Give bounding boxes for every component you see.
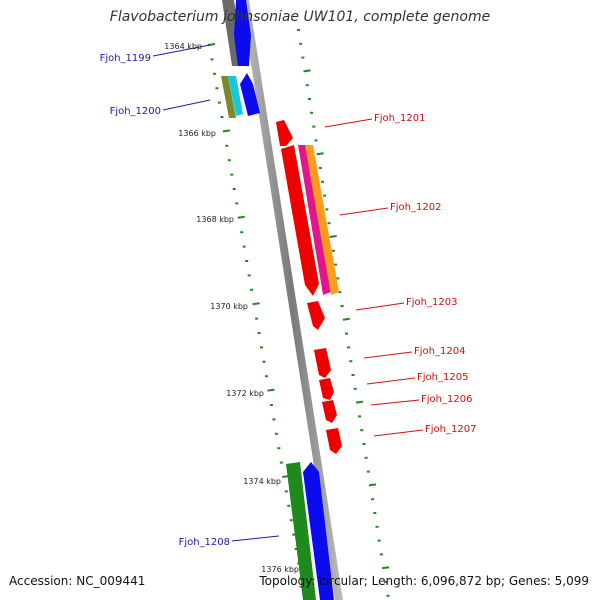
ruler-major-tick — [267, 388, 275, 392]
gene-feature-red-1206 — [322, 400, 337, 423]
gene-label[interactable]: Fjoh_1206 — [421, 394, 472, 405]
gene-leader-line — [373, 429, 424, 437]
gene-leader-line — [162, 99, 211, 111]
genome-backbone — [241, 0, 343, 600]
ruler-major-tick — [368, 483, 377, 487]
gene-label[interactable]: Fjoh_1201 — [374, 113, 425, 124]
ruler-major-tick — [355, 400, 364, 404]
gene-leader-line — [363, 351, 413, 359]
accession-label: Accession: NC_009441 — [9, 574, 146, 588]
gene-feature-green — [286, 462, 316, 600]
gene-label[interactable]: Fjoh_1204 — [414, 346, 465, 357]
gene-label[interactable]: Fjoh_1200 — [110, 106, 161, 117]
topology-label: Topology: circular; Length: 6,096,872 bp… — [259, 574, 589, 588]
gene-label[interactable]: Fjoh_1205 — [417, 372, 468, 383]
ruler-major-tick — [303, 69, 311, 73]
ruler-tick-label: 1372 kbp — [226, 389, 264, 398]
gene-feature-red-1202 — [281, 145, 319, 296]
gene-feature-cyan — [228, 76, 243, 116]
ruler-major-tick — [252, 302, 260, 306]
gene-leader-line — [324, 118, 373, 128]
gene-feature-olive — [221, 76, 236, 118]
ruler-tick-label: 1368 kbp — [196, 215, 234, 224]
gene-feature-blue-arrow — [240, 73, 260, 116]
gene-label[interactable]: Fjoh_1208 — [179, 537, 230, 548]
gene-leader-line — [366, 377, 416, 385]
gene-feature-orange — [305, 145, 339, 295]
ruler-major-tick — [316, 152, 324, 156]
ruler-tick-label: 1376 kbp — [261, 565, 299, 574]
gene-label[interactable]: Fjoh_1203 — [406, 297, 457, 308]
gene-feature-blue-1208 — [303, 462, 334, 600]
gene-feature-magenta — [298, 145, 331, 295]
gene-feature-red-1203 — [307, 301, 325, 330]
gene-feature-blue — [234, 0, 251, 66]
ruler-tick-label: 1364 kbp — [164, 42, 202, 51]
ruler-tick-label: 1366 kbp — [178, 129, 216, 138]
ruler-major-tick — [329, 235, 337, 238]
gene-leader-line — [152, 44, 211, 57]
gene-leader-line — [370, 399, 420, 406]
gene-leader-line — [355, 302, 405, 311]
ruler-major-tick — [237, 215, 245, 219]
ruler-major-tick — [381, 566, 390, 570]
gene-leader-line — [231, 535, 280, 542]
ruler-major-tick — [342, 317, 350, 321]
gene-feature-red-1204 — [314, 348, 331, 378]
gene-label[interactable]: Fjoh_1207 — [425, 424, 476, 435]
gene-label[interactable]: Fjoh_1202 — [390, 202, 441, 213]
map-title: Flavobacterium johnsoniae UW101, complet… — [109, 9, 491, 25]
gene-feature-red-1207 — [326, 428, 342, 454]
ruler-major-tick — [222, 129, 231, 133]
ruler-tick-label: 1370 kbp — [210, 302, 248, 311]
gene-feature-red-1205 — [319, 378, 334, 400]
gene-leader-line — [339, 207, 389, 216]
gene-label[interactable]: Fjoh_1199 — [100, 53, 151, 64]
ruler-tick-label: 1374 kbp — [243, 477, 281, 486]
gene-feature-red-1201 — [276, 120, 293, 146]
